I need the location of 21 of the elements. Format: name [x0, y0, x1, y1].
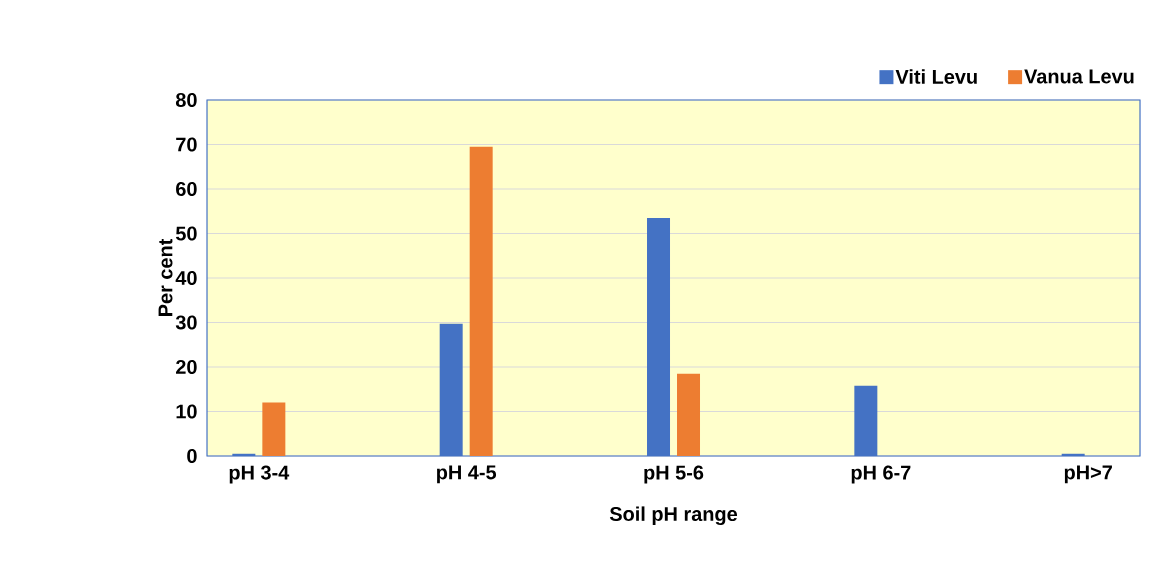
y-tick-label: 0	[187, 448, 197, 464]
y-tick-label: 20	[176, 359, 197, 375]
x-tick-label: pH 3-4	[229, 465, 290, 484]
bar	[677, 373, 701, 456]
y-tick-label: 10	[176, 404, 197, 419]
y-tick-label: 40	[175, 270, 197, 286]
x-tick-label: pH 4-5	[437, 465, 497, 484]
bar	[469, 146, 493, 456]
y-tick-label: 60	[176, 181, 197, 197]
legend-label: Viti Levu	[895, 69, 977, 84]
legend-label: Vanua Levu	[1024, 69, 1134, 84]
x-axis-title: Soil pH range	[609, 506, 738, 526]
y-tick-label: 80	[175, 92, 197, 108]
bar	[262, 402, 286, 456]
x-tick-label: pH 5-6	[644, 465, 704, 484]
y-tick-label: 30	[175, 315, 197, 330]
x-tick-label: pH 6-7	[851, 465, 911, 484]
y-tick-label: 70	[176, 137, 197, 152]
y-tick-label: 50	[175, 226, 197, 241]
y-axis-title: Per cent	[158, 238, 173, 316]
x-tick-label: pH>7	[1064, 465, 1112, 484]
